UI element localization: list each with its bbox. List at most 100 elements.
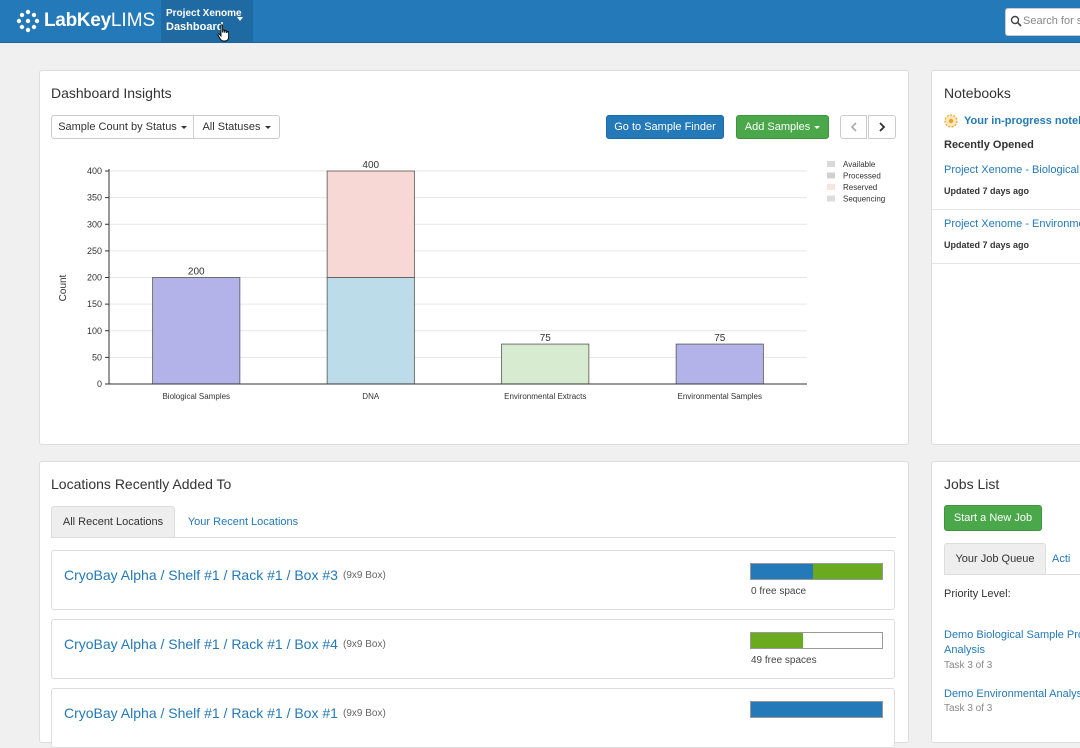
tab-active-jobs[interactable]: Acti	[1052, 553, 1071, 565]
legend-label: Sequencing	[843, 195, 885, 204]
bar-reserved	[326, 170, 415, 278]
capacity-bar	[750, 563, 883, 580]
tab-your-job-queue[interactable]: Your Job Queue	[944, 543, 1046, 575]
y-tick-label: 300	[87, 219, 102, 229]
brand-product: LIMS	[110, 10, 156, 31]
start-new-job-button[interactable]: Start a New Job	[944, 505, 1042, 531]
add-samples-button[interactable]: Add Samples	[736, 115, 829, 139]
location-row: CryoBay Alpha / Shelf #1 / Rack #1 / Box…	[51, 550, 895, 610]
job-link[interactable]: Demo Environmental Analysi	[944, 688, 1080, 700]
location-type: (9x9 Box)	[343, 570, 386, 581]
capacity-used	[751, 702, 882, 717]
panel-title: Notebooks	[944, 85, 1011, 101]
bar-value-label: 200	[188, 267, 205, 278]
jobs-panel: Jobs List Start a New Job Your Job Queue…	[931, 461, 1080, 743]
notebook-link[interactable]: Project Xenome - Biological	[944, 164, 1080, 176]
y-tick-label: 50	[92, 352, 102, 362]
y-tick-label: 150	[87, 299, 102, 309]
chevron-right-icon	[879, 122, 886, 132]
capacity-recent	[751, 633, 803, 648]
top-navbar: LabKey LIMS Project Xenome Dashboard	[0, 0, 1080, 43]
notebook-link[interactable]: Project Xenome - Environme	[944, 218, 1080, 230]
labkey-logo-icon	[16, 9, 40, 33]
job-link[interactable]: Demo Biological Sample Pro Analysis	[944, 629, 1080, 656]
status-dropdown[interactable]: All Statuses	[193, 115, 280, 139]
legend-label: Available	[843, 160, 876, 169]
status-dropdown-label: All Statuses	[202, 121, 261, 133]
notebooks-panel: Notebooks Your in-progress notebo Recent…	[931, 70, 1080, 445]
y-tick-label: 350	[87, 193, 102, 203]
capacity-recent	[812, 564, 882, 579]
job-task-progress: Task 3 of 3	[944, 660, 993, 671]
tab-divider	[51, 537, 896, 538]
next-chart-button[interactable]	[868, 115, 896, 139]
sample-finder-button[interactable]: Go to Sample Finder	[606, 115, 724, 139]
location-row: CryoBay Alpha / Shelf #1 / Rack #1 / Box…	[51, 619, 895, 679]
y-tick-label: 200	[87, 273, 102, 283]
x-tick-label: Biological Samples	[162, 392, 230, 401]
tab-divider	[944, 574, 1080, 575]
y-tick-label: 0	[97, 379, 102, 389]
x-tick-label: DNA	[362, 392, 380, 401]
y-tick-label: 250	[87, 246, 102, 256]
x-tick-label: Environmental Samples	[678, 392, 762, 401]
project-menu[interactable]: Project Xenome Dashboard	[161, 0, 253, 42]
bar-processed	[152, 277, 241, 385]
sample-finder-label: Go to Sample Finder	[614, 121, 716, 133]
chevron-left-icon	[850, 122, 857, 132]
prev-chart-button[interactable]	[840, 115, 867, 139]
legend-swatch	[827, 195, 835, 202]
legend-swatch	[827, 184, 835, 190]
notebook-updated: Updated 7 days ago	[944, 186, 1030, 196]
y-tick-label: 400	[87, 166, 102, 176]
legend-label: Processed	[843, 172, 881, 181]
location-link[interactable]: CryoBay Alpha / Shelf #1 / Rack #1 / Box…	[64, 567, 338, 583]
caret-down-icon	[814, 125, 821, 129]
notebook-updated: Updated 7 days ago	[944, 240, 1030, 250]
free-space-label: 0 free space	[751, 586, 807, 597]
locations-panel: Locations Recently Added To All Recent L…	[39, 461, 909, 748]
pointer-hand-icon	[217, 24, 230, 42]
priority-level-label: Priority Level:	[944, 588, 1011, 600]
location-link[interactable]: CryoBay Alpha / Shelf #1 / Rack #1 / Box…	[64, 636, 338, 652]
capacity-used	[751, 564, 813, 579]
project-name: Project Xenome	[166, 8, 242, 19]
bar-value-label: 400	[362, 160, 379, 171]
recently-opened-heading: Recently Opened	[944, 139, 1034, 151]
in-progress-icon	[944, 114, 958, 128]
project-page: Dashboard	[166, 21, 224, 33]
in-progress-notebooks-link[interactable]: Your in-progress notebo	[964, 115, 1080, 127]
divider	[932, 209, 1080, 210]
bar-value-label: 75	[714, 333, 726, 344]
x-tick-label: Environmental Extracts	[504, 392, 586, 401]
labkey-logo[interactable]: LabKey LIMS	[16, 8, 155, 34]
location-row: CryoBay Alpha / Shelf #1 / Rack #1 / Box…	[51, 688, 895, 748]
tab-all-recent-locations[interactable]: All Recent Locations	[51, 506, 175, 538]
chevron-down-icon	[237, 17, 243, 21]
search-input[interactable]	[1023, 12, 1080, 30]
metric-dropdown[interactable]: Sample Count by Status	[51, 115, 194, 139]
legend-label: Reserved	[843, 183, 877, 192]
bar-processed	[675, 343, 764, 385]
location-type: (9x9 Box)	[343, 639, 386, 650]
brand-name: LabKey	[44, 10, 111, 31]
sample-status-chart: 0 50 100 150 200 250 300 350 400 200 Biological Sa…	[58, 160, 885, 401]
divider	[932, 263, 1080, 264]
location-link[interactable]: CryoBay Alpha / Shelf #1 / Rack #1 / Box…	[64, 705, 338, 721]
metric-dropdown-label: Sample Count by Status	[58, 121, 177, 133]
bar-processed	[501, 343, 590, 385]
job-task-progress: Task 3 of 3	[944, 703, 993, 714]
tab-your-recent-locations[interactable]: Your Recent Locations	[187, 516, 299, 528]
caret-down-icon	[180, 125, 187, 129]
dashboard-insights-panel: Dashboard Insights Sample Count by Statu…	[39, 70, 909, 445]
bar-value-label: 75	[540, 333, 552, 344]
panel-title: Jobs List	[944, 476, 1000, 492]
capacity-bar	[750, 632, 883, 649]
caret-down-icon	[264, 125, 271, 129]
start-new-job-label: Start a New Job	[953, 512, 1033, 524]
free-space-label: 49 free spaces	[751, 655, 817, 666]
y-axis-label: Count	[58, 274, 69, 301]
location-type: (9x9 Box)	[343, 708, 386, 719]
global-search[interactable]	[1005, 8, 1080, 36]
search-icon	[1010, 15, 1022, 27]
